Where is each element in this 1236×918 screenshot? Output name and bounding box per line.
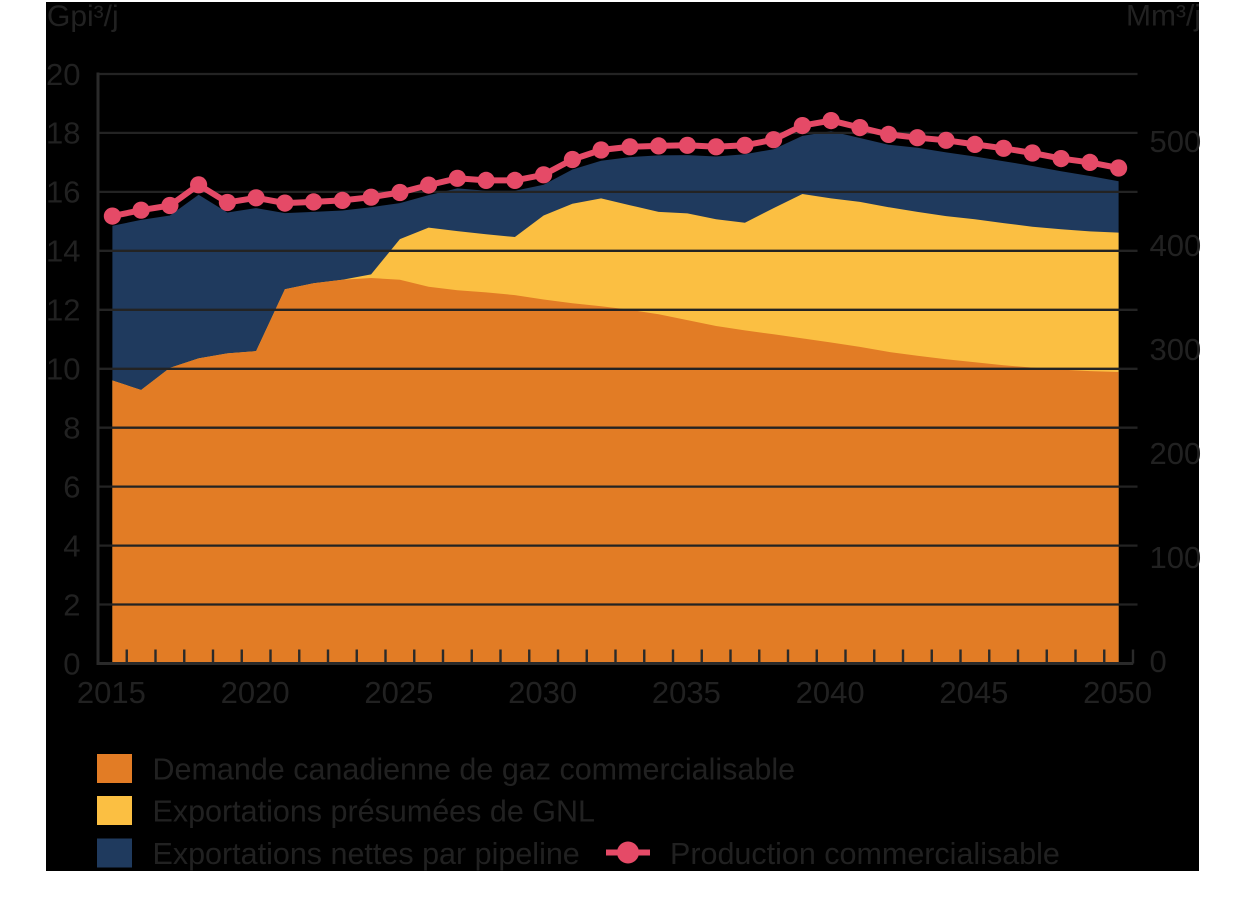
svg-text:12: 12 [46,293,80,328]
svg-text:500: 500 [1150,124,1202,159]
svg-text:18: 18 [46,116,80,151]
svg-text:8: 8 [63,411,80,446]
svg-text:4: 4 [63,528,80,563]
svg-text:Demande canadienne de gaz comm: Demande canadienne de gaz commercialisab… [153,752,796,786]
svg-text:2035: 2035 [652,675,721,710]
svg-text:400: 400 [1150,228,1202,263]
svg-text:10: 10 [46,352,80,387]
svg-text:Mm³/j: Mm³/j [1126,0,1201,33]
svg-text:0: 0 [63,646,80,681]
svg-text:0: 0 [1150,644,1167,679]
svg-text:100: 100 [1150,540,1202,575]
svg-text:Exportations nettes par pipeli: Exportations nettes par pipeline [153,837,580,871]
svg-text:Production commercialisable: Production commercialisable [670,837,1060,871]
svg-text:2040: 2040 [796,675,865,710]
svg-text:16: 16 [46,175,80,210]
svg-text:2025: 2025 [364,675,433,710]
svg-text:2030: 2030 [508,675,577,710]
svg-text:2050: 2050 [1083,675,1152,710]
svg-text:2: 2 [63,587,80,622]
svg-text:14: 14 [46,234,80,269]
svg-text:Gpi³/j: Gpi³/j [47,0,119,33]
svg-text:2020: 2020 [221,675,290,710]
svg-text:2045: 2045 [939,675,1008,710]
svg-text:6: 6 [63,469,80,504]
svg-text:300: 300 [1150,332,1202,367]
svg-text:2015: 2015 [77,675,146,710]
svg-text:20: 20 [46,57,80,92]
svg-text:200: 200 [1150,436,1202,471]
svg-text:Exportations présumées de GNL: Exportations présumées de GNL [153,794,595,828]
